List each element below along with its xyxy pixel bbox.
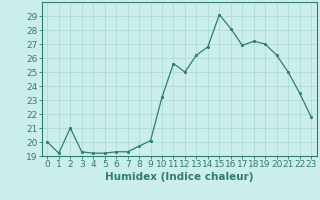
X-axis label: Humidex (Indice chaleur): Humidex (Indice chaleur) (105, 172, 253, 182)
